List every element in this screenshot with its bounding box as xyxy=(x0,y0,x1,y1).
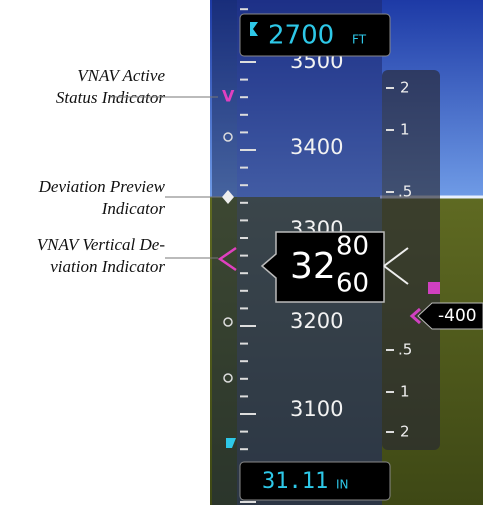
selected-altitude-unit: FT xyxy=(352,33,367,47)
annotation: viation Indicator xyxy=(50,257,165,276)
vsi-label: 2 xyxy=(400,423,410,441)
baro-setting: 31.11 xyxy=(262,469,328,494)
annotation: VNAV Active xyxy=(77,66,165,85)
annotation: Indicator xyxy=(101,199,166,218)
deviation-dot xyxy=(223,132,233,142)
vsi-label: 2 xyxy=(400,79,410,97)
vsi-required-marker xyxy=(409,307,421,325)
altitude-roll-upper: 80 xyxy=(336,232,369,262)
vsi-target xyxy=(428,282,440,294)
baro-box xyxy=(239,461,391,501)
minimums-bug xyxy=(226,438,236,448)
vnav-deviation-indicator xyxy=(217,246,237,272)
tape-label: 3100 xyxy=(290,397,343,421)
altitude-roll-lower: 60 xyxy=(336,269,369,299)
deviation-strip xyxy=(212,0,237,505)
vsi-label: .5 xyxy=(398,183,412,201)
annotation: Deviation Preview xyxy=(38,177,166,196)
vsi-scale xyxy=(382,70,440,450)
altitude-hundreds: 32 xyxy=(290,246,336,287)
tape-label: 3200 xyxy=(290,309,343,333)
vertical-speed: -400 xyxy=(438,306,477,326)
vsi-reference xyxy=(383,247,409,285)
deviation-preview-indicator xyxy=(222,190,234,204)
deviation-dot xyxy=(223,317,233,327)
tape-label: 3400 xyxy=(290,135,343,159)
vertical-speed-box xyxy=(417,302,483,330)
vsi-label: .5 xyxy=(398,341,412,359)
selected-altitude-box xyxy=(239,13,391,57)
vnav-active-indicator: V xyxy=(222,87,235,106)
altitude-bug-icon xyxy=(250,22,258,36)
annotation: VNAV Vertical De- xyxy=(37,235,166,254)
vsi-label: 1 xyxy=(400,383,410,401)
vsi-label: 1 xyxy=(400,121,410,139)
selected-altitude: 2700 xyxy=(268,21,334,51)
baro-unit: IN xyxy=(336,478,349,492)
deviation-dot xyxy=(223,373,233,383)
